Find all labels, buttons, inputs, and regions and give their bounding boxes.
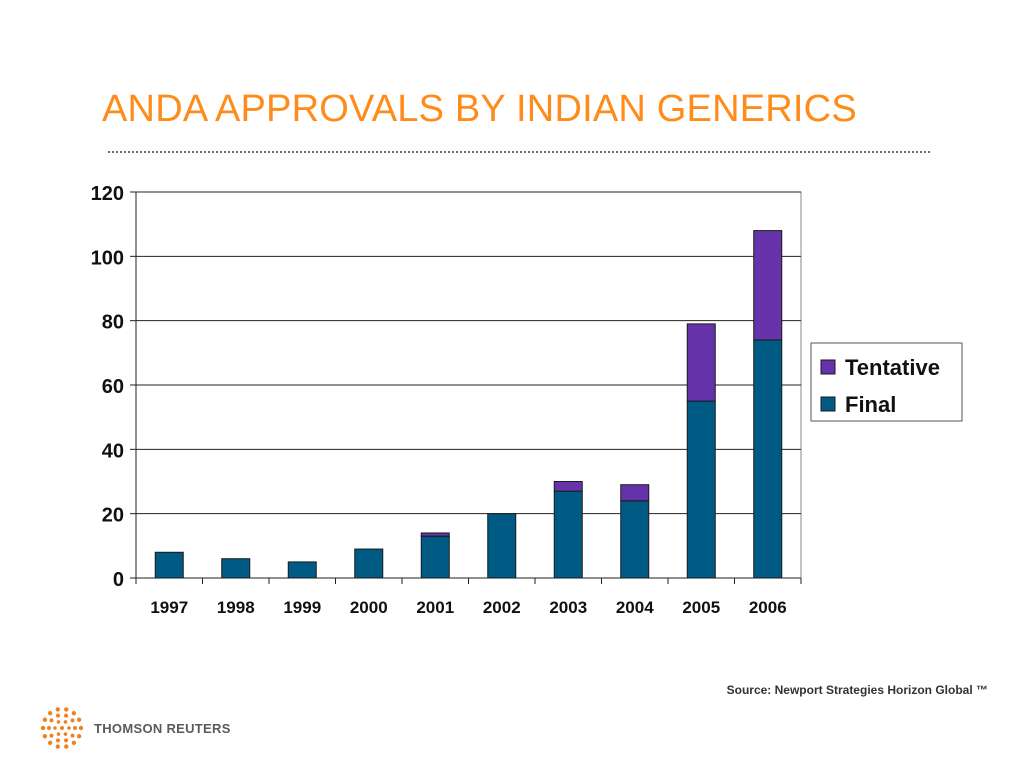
y-tick-label: 0 <box>113 569 124 591</box>
bar-final-1997 <box>154 551 184 579</box>
y-tick-label: 60 <box>102 376 124 398</box>
x-tick-label: 1997 <box>150 598 188 617</box>
bar-tentative-2004 <box>620 484 650 502</box>
y-tick-label: 100 <box>91 247 124 269</box>
logo-text: THOMSON REUTERS <box>94 720 231 736</box>
legend-box <box>810 342 963 422</box>
x-tick-label: 1998 <box>217 598 255 617</box>
x-tick-label: 2000 <box>350 598 388 617</box>
x-tick-label: 2006 <box>749 598 787 617</box>
x-tick-label: 2003 <box>549 598 587 617</box>
legend-label-tentative: Tentative <box>845 355 940 380</box>
x-tick-label: 2004 <box>616 598 654 617</box>
bar-tentative-2006 <box>753 230 783 341</box>
legend-swatch-tentative <box>820 359 836 375</box>
bar-final-1999 <box>287 561 317 579</box>
y-tick-label: 40 <box>102 440 124 462</box>
bar-final-2000 <box>354 548 384 579</box>
logo-dot-icon <box>40 707 84 749</box>
bar-final-2006 <box>753 339 783 579</box>
legend-swatch-final <box>820 396 836 412</box>
y-tick-label: 20 <box>102 505 124 527</box>
y-tick-label: 120 <box>91 183 124 205</box>
slide-title: ANDA APPROVALS BY INDIAN GENERICS <box>102 88 857 130</box>
bar-final-2003 <box>553 490 583 579</box>
title-divider <box>108 151 930 153</box>
bar-tentative-2003 <box>553 481 583 492</box>
thomson-reuters-logo: THOMSON REUTERS <box>40 706 231 750</box>
source-note: Source: Newport Strategies Horizon Globa… <box>726 683 988 697</box>
x-tick-label: 2001 <box>416 598 454 617</box>
bar-final-2005 <box>686 400 716 579</box>
x-tick-label: 2005 <box>682 598 720 617</box>
x-tick-label: 1999 <box>283 598 321 617</box>
x-tick-label: 2002 <box>483 598 521 617</box>
y-tick-label: 80 <box>102 312 124 334</box>
bar-final-2004 <box>620 500 650 579</box>
bar-tentative-2001 <box>420 532 450 537</box>
bar-final-1998 <box>221 558 251 579</box>
legend-label-final: Final <box>845 392 896 417</box>
bar-final-2001 <box>420 535 450 579</box>
bar-final-2002 <box>487 513 517 579</box>
bar-tentative-2005 <box>686 323 716 402</box>
